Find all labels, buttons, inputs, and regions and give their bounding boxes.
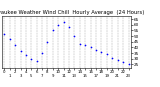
Point <box>89 47 92 48</box>
Point <box>95 49 97 50</box>
Point <box>127 64 130 65</box>
Point <box>62 22 65 23</box>
Point <box>84 44 87 46</box>
Point <box>73 35 76 37</box>
Point <box>19 50 22 52</box>
Point <box>68 26 70 28</box>
Point <box>52 30 54 31</box>
Point <box>14 44 16 46</box>
Point <box>46 41 49 42</box>
Point <box>41 52 43 54</box>
Point <box>111 57 114 58</box>
Point <box>3 33 6 35</box>
Point <box>116 59 119 61</box>
Point <box>35 60 38 62</box>
Point <box>30 58 33 60</box>
Title: Milwaukee Weather Wind Chill  Hourly Average  (24 Hours): Milwaukee Weather Wind Chill Hourly Aver… <box>0 10 144 15</box>
Point <box>8 39 11 40</box>
Point <box>57 24 60 25</box>
Point <box>106 54 108 55</box>
Point <box>122 62 124 63</box>
Point <box>79 43 81 45</box>
Point <box>25 55 27 56</box>
Point <box>100 51 103 53</box>
